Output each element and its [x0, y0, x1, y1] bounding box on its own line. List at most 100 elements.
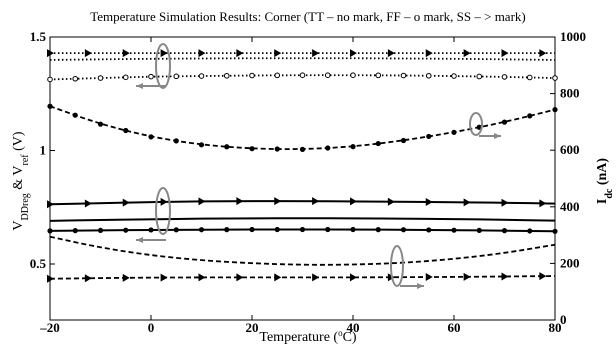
- marker-dot: [552, 228, 558, 234]
- y-left-tick-label: 1.5: [30, 29, 47, 44]
- marker-dot: [527, 228, 533, 234]
- series-vddreg-ss: [47, 197, 556, 209]
- marker-circle: [148, 73, 154, 80]
- axis-ticks: –20 0 20 40 60 80 0.5 1 1.5 0 200 400 600 800 1000: [30, 29, 586, 335]
- marker-circle: [249, 72, 255, 79]
- y-right-tick-label: 800: [560, 86, 580, 101]
- y-right-tick-label: 200: [560, 255, 580, 270]
- y-right-tick-label: 0: [560, 312, 567, 327]
- marker-triangle: [274, 49, 282, 58]
- marker-dot: [173, 138, 179, 144]
- series-idc-tt: [49, 57, 556, 61]
- y-axis-right-label: Idc (nA): [595, 158, 615, 205]
- series-idc-ff: [47, 72, 558, 83]
- marker-triangle: [501, 272, 509, 281]
- marker-dot: [501, 119, 508, 125]
- marker-triangle: [160, 49, 168, 58]
- series-vref-tt: [49, 235, 556, 266]
- marker-circle: [451, 73, 457, 79]
- series-vddreg-tt: [49, 217, 556, 222]
- x-tick-label: 60: [448, 320, 461, 335]
- marker-triangle: [160, 273, 168, 282]
- marker-triangle: [84, 274, 92, 283]
- x-axis-label: Temperature (oC): [259, 328, 357, 344]
- marker-triangle: [47, 200, 54, 209]
- marker-dot: [97, 227, 104, 234]
- annotation-idc-group: [136, 43, 171, 89]
- y-left-tick-label: 1: [40, 143, 47, 158]
- marker-circle: [223, 72, 230, 79]
- series-idc-ss: [47, 49, 555, 58]
- marker-circle: [400, 72, 407, 79]
- marker-triangle: [501, 198, 509, 207]
- marker-triangle: [312, 273, 320, 282]
- marker-circle: [324, 72, 331, 79]
- marker-dot: [47, 228, 53, 234]
- marker-triangle: [312, 197, 320, 206]
- marker-dot: [148, 134, 154, 140]
- marker-triangle: [425, 273, 433, 282]
- marker-circle: [501, 74, 508, 80]
- marker-dot: [97, 121, 104, 127]
- x-tick-label: 20: [246, 320, 259, 335]
- marker-circle: [299, 72, 306, 79]
- marker-triangle: [236, 197, 244, 206]
- series-vddreg-ff: [47, 226, 558, 234]
- series-line: [49, 235, 556, 266]
- marker-dot: [274, 226, 280, 233]
- marker-triangle: [387, 49, 395, 58]
- y-right-tick-label: 400: [560, 199, 580, 214]
- marker-dot: [123, 227, 129, 233]
- marker-dot: [400, 137, 407, 144]
- marker-triangle: [425, 198, 433, 207]
- marker-circle: [47, 76, 53, 83]
- marker-dot: [325, 145, 331, 151]
- marker-dot: [274, 146, 280, 152]
- annotation-idc-right-group: [390, 245, 424, 289]
- marker-circle: [476, 73, 483, 80]
- marker-dot: [375, 140, 381, 147]
- x-tick-label: –20: [39, 320, 60, 335]
- marker-circle: [274, 72, 281, 79]
- marker-circle: [173, 73, 180, 80]
- marker-dot: [552, 107, 558, 113]
- marker-dot: [299, 146, 306, 152]
- series-line: [49, 57, 556, 61]
- marker-triangle: [274, 273, 282, 282]
- marker-triangle: [463, 198, 471, 207]
- marker-triangle: [350, 197, 357, 206]
- marker-dot: [72, 228, 78, 234]
- marker-triangle: [47, 274, 54, 283]
- marker-triangle: [539, 272, 547, 281]
- marker-dot: [249, 226, 255, 233]
- marker-triangle: [236, 49, 244, 58]
- marker-dot: [47, 103, 53, 109]
- marker-triangle: [122, 273, 130, 282]
- marker-dot: [123, 127, 129, 134]
- x-tick-label: 80: [549, 320, 562, 335]
- marker-triangle: [274, 197, 282, 206]
- marker-dot: [476, 227, 482, 234]
- marker-dot: [198, 142, 205, 148]
- marker-dot: [224, 144, 230, 150]
- marker-dot: [375, 227, 381, 233]
- marker-dot: [350, 226, 356, 233]
- series-line: [49, 200, 556, 206]
- marker-circle: [72, 75, 79, 82]
- x-tick-label: 0: [148, 320, 155, 335]
- marker-triangle: [236, 273, 244, 282]
- annotation-vddreg-group: [136, 187, 171, 243]
- marker-dot: [451, 227, 457, 233]
- marker-dot: [350, 144, 356, 150]
- marker-triangle: [425, 49, 433, 58]
- series-line: [49, 217, 556, 222]
- annotation-vref-group: [469, 112, 501, 139]
- marker-triangle: [198, 49, 206, 58]
- marker-triangle: [122, 49, 130, 58]
- chart-title: Temperature Simulation Results: Corner (…: [90, 9, 526, 24]
- marker-triangle: [122, 198, 130, 207]
- marker-triangle: [539, 199, 547, 208]
- marker-dot: [299, 226, 306, 233]
- marker-circle: [198, 73, 205, 79]
